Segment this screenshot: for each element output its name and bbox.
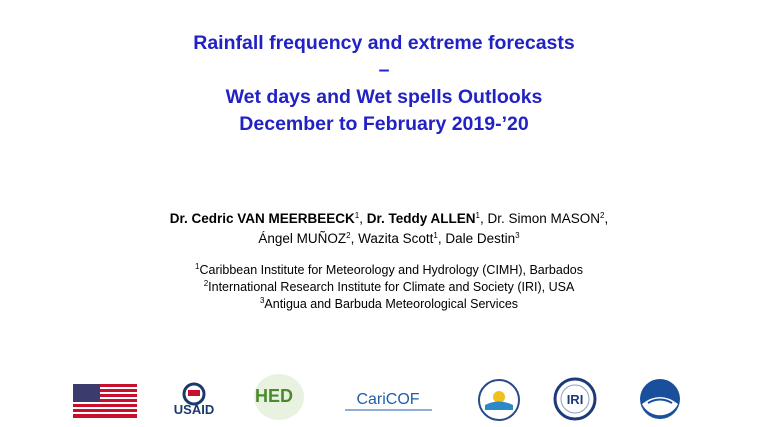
affiliation-mark: 1 <box>195 262 200 271</box>
affiliation: 3Antigua and Barbuda Meteorological Serv… <box>0 296 768 313</box>
affiliation-mark: 3 <box>259 296 265 305</box>
title-line: Rainfall frequency and extreme forecasts <box>193 32 575 54</box>
hed-logo: HED <box>254 374 304 420</box>
separator: , <box>479 211 488 226</box>
author-name: Wazita Scott <box>358 231 434 246</box>
author-name: Ángel MUÑOZ <box>258 231 347 246</box>
affiliation-text: International Research Institute for Cli… <box>208 280 575 294</box>
affiliation-mark: 2 <box>346 231 351 240</box>
title-line: – <box>378 59 390 81</box>
affiliation-mark: 2 <box>600 211 605 220</box>
author-name: Dr. Simon MASON <box>487 211 601 226</box>
author-line: Ángel MUÑOZ2, Wazita Scott1, Dale Destin… <box>0 229 768 249</box>
author-line: Dr. Cedric VAN MEERBEECK1, Dr. Teddy ALL… <box>0 209 768 229</box>
affiliation-mark: 3 <box>515 231 520 240</box>
caricof-logo: CariCOF <box>345 391 432 411</box>
usaid-logo: USAID <box>174 382 214 417</box>
iri-logo: IRI <box>553 377 597 421</box>
author-name: Dr. Teddy ALLEN <box>366 211 476 226</box>
affiliation: 1Caribbean Institute for Meteorology and… <box>0 262 768 279</box>
caricof-text: CariCOF <box>356 391 419 408</box>
affiliation-mark: 1 <box>475 211 480 220</box>
affiliation-mark: 1 <box>354 211 360 220</box>
affiliation-text: Antigua and Barbuda Meteorological Servi… <box>264 297 519 311</box>
author-name: Dr. Cedric VAN MEERBEECK <box>169 211 355 226</box>
affiliations: 1Caribbean Institute for Meteorology and… <box>0 262 768 313</box>
usaid-text: USAID <box>174 402 214 417</box>
hed-text: HED <box>255 386 293 406</box>
separator: , <box>604 211 609 226</box>
separator: , <box>359 211 367 226</box>
title-line: December to February 2019-’20 <box>239 113 529 135</box>
affiliation-mark: 1 <box>433 231 438 240</box>
logo-strip: USAID HED CariCOF IRI <box>73 374 680 421</box>
affiliation-text: Caribbean Institute for Meteorology and … <box>199 263 583 277</box>
separator: , <box>350 231 359 246</box>
us-flag <box>73 384 137 418</box>
affiliation-mark: 2 <box>203 279 209 288</box>
cimh-logo <box>478 379 520 421</box>
title-line: Wet days and Wet spells Outlooks <box>225 86 543 108</box>
authors: Dr. Cedric VAN MEERBEECK1, Dr. Teddy ALL… <box>0 209 768 249</box>
title: Rainfall frequency and extreme forecasts… <box>0 30 768 138</box>
noaa-logo <box>640 379 680 419</box>
affiliation: 2International Research Institute for Cl… <box>0 279 768 296</box>
iri-text: IRI <box>567 392 584 407</box>
author-name: Dale Destin <box>445 231 516 246</box>
separator: , <box>437 231 446 246</box>
